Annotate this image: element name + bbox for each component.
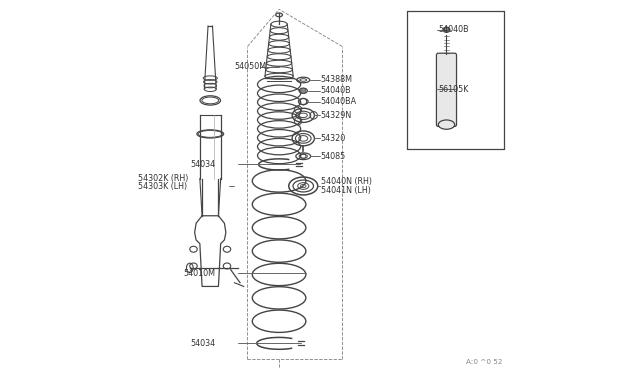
Text: 54040B: 54040B: [438, 25, 468, 34]
Text: 54050M: 54050M: [234, 62, 267, 71]
Text: 54034: 54034: [191, 339, 216, 348]
Circle shape: [444, 28, 449, 32]
Circle shape: [301, 88, 306, 93]
Text: 56105K: 56105K: [438, 85, 468, 94]
Text: 54041N (LH): 54041N (LH): [321, 186, 371, 195]
Text: 54010M: 54010M: [184, 269, 216, 278]
Text: 54388M: 54388M: [321, 76, 353, 84]
Text: 54040B: 54040B: [321, 86, 351, 95]
Text: 54034: 54034: [191, 160, 216, 169]
Ellipse shape: [438, 120, 454, 129]
Text: 54303K (LH): 54303K (LH): [138, 182, 187, 190]
Text: 54320: 54320: [321, 134, 346, 143]
Text: 54085: 54085: [321, 152, 346, 161]
Text: 54040N (RH): 54040N (RH): [321, 177, 372, 186]
FancyBboxPatch shape: [436, 53, 456, 126]
Ellipse shape: [197, 130, 223, 138]
Text: 54302K (RH): 54302K (RH): [138, 174, 188, 183]
Text: 54040BA: 54040BA: [321, 97, 357, 106]
Text: 54329N: 54329N: [321, 111, 352, 120]
Text: A:0 ^0 52: A:0 ^0 52: [466, 359, 502, 365]
